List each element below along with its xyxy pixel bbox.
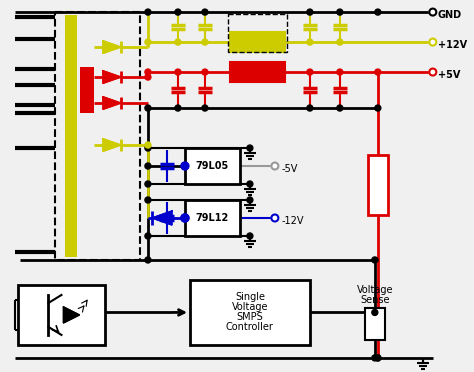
Circle shape [145,105,151,111]
Circle shape [145,39,151,45]
Circle shape [272,215,278,221]
Circle shape [175,105,181,111]
Circle shape [175,9,181,15]
Circle shape [145,9,151,15]
Circle shape [145,145,151,151]
Circle shape [202,105,208,111]
Text: Voltage: Voltage [232,302,268,312]
Polygon shape [103,41,121,53]
Text: GND: GND [438,10,462,20]
Bar [185,200,240,236]
Circle shape [272,163,278,170]
Text: 79L05: 79L05 [196,161,229,171]
Circle shape [372,355,378,361]
Circle shape [337,9,343,15]
Circle shape [307,39,313,45]
Circle shape [372,257,378,263]
Circle shape [175,69,181,75]
Polygon shape [103,71,121,83]
Bar [55,12,140,260]
Circle shape [337,105,343,111]
Polygon shape [64,307,80,323]
Text: Controller: Controller [226,323,274,333]
Circle shape [429,68,436,76]
Circle shape [145,74,151,80]
Circle shape [145,257,151,263]
Circle shape [181,162,189,170]
Text: -12V: -12V [282,216,304,226]
Bar [228,14,287,52]
Circle shape [372,310,378,315]
Circle shape [145,197,151,203]
Bar [18,285,105,345]
Polygon shape [103,139,121,151]
Circle shape [247,197,253,203]
Polygon shape [152,211,172,225]
Circle shape [375,105,381,111]
Circle shape [375,355,381,361]
Text: 79L12: 79L12 [196,213,229,223]
Circle shape [307,105,313,111]
Circle shape [337,39,343,45]
Circle shape [202,69,208,75]
Circle shape [202,9,208,15]
Text: Sense: Sense [360,295,390,305]
Circle shape [145,233,151,239]
Circle shape [202,39,208,45]
Bar [185,148,240,184]
Circle shape [145,142,151,148]
Bar [80,67,94,113]
Text: SMPS: SMPS [237,312,263,323]
Circle shape [307,9,313,15]
Circle shape [375,9,381,15]
Circle shape [145,163,151,169]
Bar [230,32,285,52]
Text: +12V: +12V [438,40,467,50]
Circle shape [429,9,436,16]
Circle shape [429,39,436,45]
Text: -5V: -5V [282,164,298,174]
Bar [368,155,388,215]
Circle shape [175,39,181,45]
Polygon shape [103,97,121,109]
Circle shape [375,69,381,75]
Text: Voltage: Voltage [356,285,393,295]
Circle shape [247,145,253,151]
Circle shape [247,181,253,187]
Circle shape [181,214,189,222]
Circle shape [247,233,253,239]
Circle shape [337,69,343,75]
Bar [65,15,77,257]
Text: +5V: +5V [438,70,460,80]
Bar [190,280,310,345]
Circle shape [307,69,313,75]
Circle shape [375,355,381,361]
Bar [230,62,285,82]
Bar [365,308,385,340]
Circle shape [145,69,151,75]
Text: Single: Single [235,292,265,302]
Circle shape [181,214,189,222]
Circle shape [145,181,151,187]
